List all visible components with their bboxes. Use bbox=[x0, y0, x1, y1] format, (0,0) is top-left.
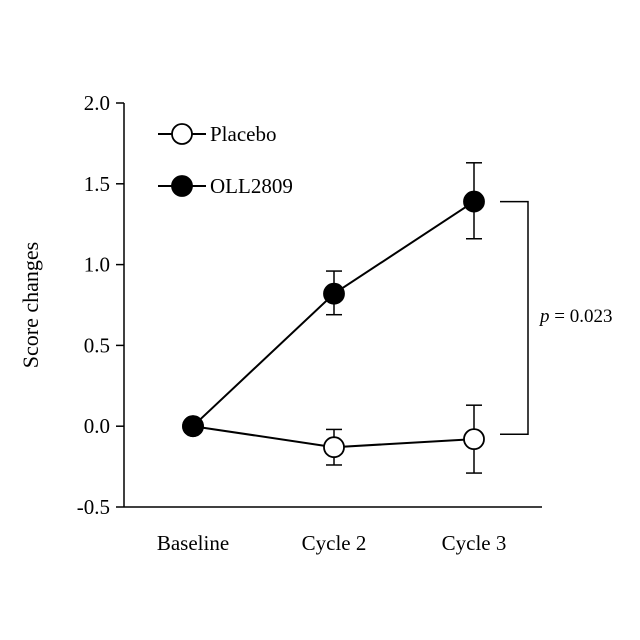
y-tick-label: 0.0 bbox=[84, 414, 110, 438]
p-value-label: p = 0.023 bbox=[538, 306, 612, 327]
data-point-oll2809-cycle-3 bbox=[464, 192, 484, 212]
x-tick-label-baseline: Baseline bbox=[157, 531, 229, 555]
p-symbol: p bbox=[538, 306, 550, 327]
legend-marker-oll2809 bbox=[172, 176, 192, 196]
x-tick-label-cycle-2: Cycle 2 bbox=[302, 531, 367, 555]
x-ticks: Baseline Cycle 2 Cycle 3 bbox=[157, 531, 507, 555]
y-axis-title: Score changes bbox=[18, 242, 43, 368]
series-layer bbox=[183, 163, 484, 473]
data-point-oll2809-baseline bbox=[183, 416, 203, 436]
legend-label-oll2809: OLL2809 bbox=[210, 174, 293, 198]
y-tick-label: 1.5 bbox=[84, 172, 110, 196]
series-oll2809 bbox=[183, 163, 484, 436]
y-ticks: 2.0 1.5 1.0 0.5 0.0 -0.5 bbox=[77, 91, 124, 519]
series-placebo bbox=[183, 405, 484, 473]
data-point-oll2809-cycle-2 bbox=[324, 284, 344, 304]
p-value: = 0.023 bbox=[550, 306, 613, 327]
x-tick-label-cycle-3: Cycle 3 bbox=[442, 531, 507, 555]
legend-marker-placebo bbox=[172, 124, 192, 144]
legend-label-placebo: Placebo bbox=[210, 122, 276, 146]
y-tick-label: 2.0 bbox=[84, 91, 110, 115]
legend: Placebo OLL2809 bbox=[158, 122, 293, 198]
y-tick-label: -0.5 bbox=[77, 495, 110, 519]
data-point-placebo-cycle-2 bbox=[324, 437, 344, 457]
significance-bracket bbox=[500, 202, 528, 435]
data-point-placebo-cycle-3 bbox=[464, 429, 484, 449]
y-tick-label: 0.5 bbox=[84, 333, 110, 357]
significance-annotation: p = 0.023 bbox=[500, 202, 612, 435]
y-tick-label: 1.0 bbox=[84, 253, 110, 277]
line-chart: 2.0 1.5 1.0 0.5 0.0 -0.5 Baseline Cycle 2 Cycle… bbox=[0, 0, 640, 640]
